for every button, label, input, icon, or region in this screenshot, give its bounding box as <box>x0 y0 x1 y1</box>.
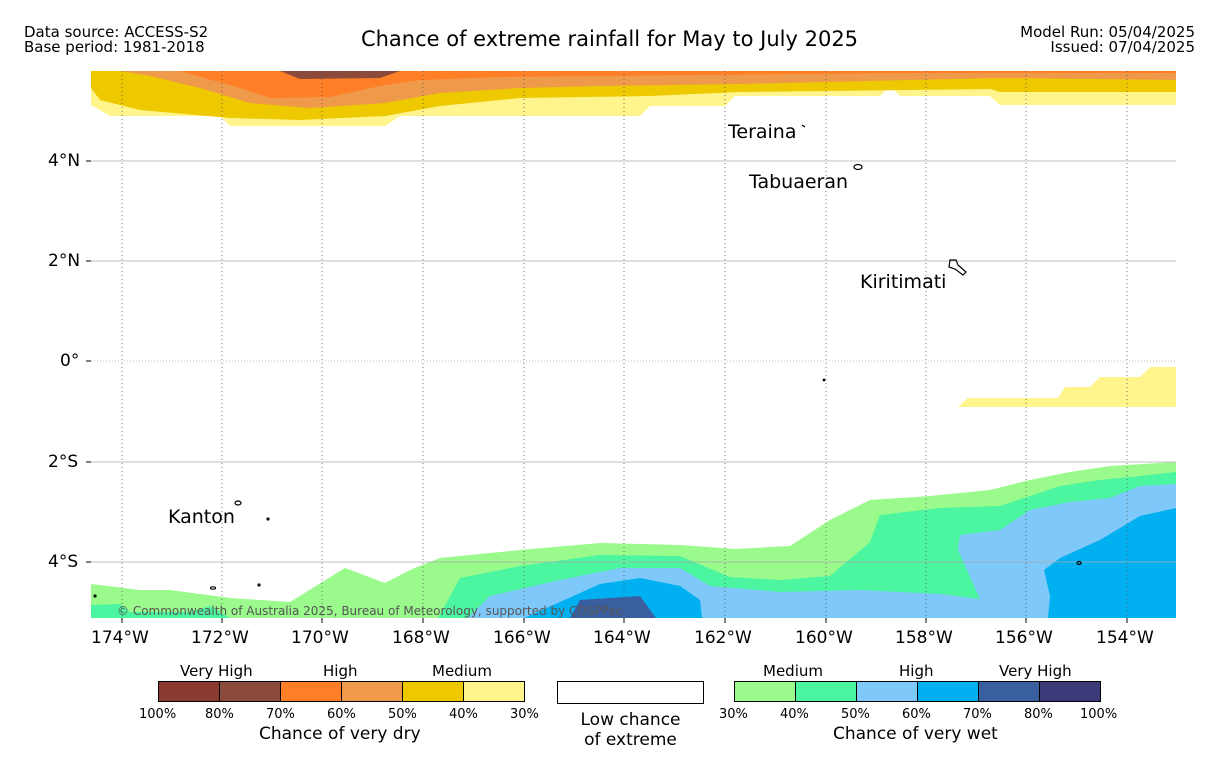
issued-text: Issued: 07/04/2025 <box>1050 38 1195 56</box>
islet-6 <box>1076 560 1082 566</box>
wet-pct-80: 80% <box>1024 707 1053 722</box>
lon-label-168w: 168°W <box>392 628 450 648</box>
lat-label-4n: 4°N <box>48 151 81 171</box>
wet-swatch-4 <box>917 681 979 702</box>
wet-heading-very-high: Very High <box>999 662 1072 680</box>
low-chance-swatch <box>557 681 704 704</box>
kiritimati-island <box>948 259 967 276</box>
dry-swatch-3 <box>280 681 342 702</box>
low-chance-line1: Low chance <box>580 710 681 730</box>
dry-swatch-2 <box>219 681 281 702</box>
wet-pct-40: 40% <box>780 707 809 722</box>
dry-60-region <box>180 71 1176 98</box>
wet-swatch-3 <box>856 681 918 702</box>
dry-pct-100: 100% <box>139 707 177 722</box>
dry-swatch-1 <box>158 681 220 702</box>
wet-heading-high: High <box>899 662 934 680</box>
dry-pct-60: 60% <box>327 707 356 722</box>
dry-heading-very-high: Very High <box>180 662 253 680</box>
data-source-info: Data source: ACCESS-S2 Base period: 1981… <box>24 25 208 55</box>
wet-40-region <box>91 472 1176 618</box>
lon-label-162w: 162°W <box>694 628 752 648</box>
wet-heading-medium: Medium <box>763 662 823 680</box>
teraina-island <box>801 124 806 128</box>
kanton-island <box>234 500 242 506</box>
islet-5 <box>822 378 826 382</box>
dry-pct-30: 30% <box>510 707 539 722</box>
data-source-text: Data source: ACCESS-S2 <box>24 23 209 41</box>
lat-label-2n: 2°N <box>48 251 81 271</box>
tabuaeran-island <box>853 163 863 171</box>
wet-70-region <box>570 596 656 618</box>
wet-swatch-6 <box>1039 681 1101 702</box>
dry-swatch-6 <box>463 681 525 702</box>
lon-label-174w: 174°W <box>91 628 149 648</box>
lat-label-4s: 4°S <box>48 552 79 572</box>
dry-70-region <box>280 71 400 79</box>
dry-heading-high: High <box>323 662 358 680</box>
island-outlines <box>93 124 1082 598</box>
place-kanton: Kanton <box>168 506 235 528</box>
dry-legend-title: Chance of very dry <box>259 724 421 744</box>
wet-pct-70: 70% <box>963 707 992 722</box>
wet-pct-50: 50% <box>841 707 870 722</box>
wet-swatch-1 <box>734 681 796 702</box>
wet-swatch-5 <box>978 681 1040 702</box>
lon-label-158w: 158°W <box>895 628 953 648</box>
dry-pct-50: 50% <box>388 707 417 722</box>
model-run-text: Model Run: 05/04/2025 <box>1020 23 1195 41</box>
lon-label-166w: 166°W <box>493 628 551 648</box>
wet-pct-100: 100% <box>1080 707 1118 722</box>
lat-label-2s: 2°S <box>48 452 79 472</box>
lon-label-160w: 160°W <box>795 628 853 648</box>
lon-label-170w: 170°W <box>291 628 349 648</box>
islet-3 <box>257 583 261 587</box>
wet-pct-60: 60% <box>902 707 931 722</box>
lon-label-154w: 154°W <box>1096 628 1154 648</box>
wet-pct-30: 30% <box>719 707 748 722</box>
place-kiritimati: Kiritimati <box>860 271 947 293</box>
map-title: Chance of extreme rainfall for May to Ju… <box>360 27 859 51</box>
islet-4 <box>93 594 97 598</box>
axis-ticks <box>86 160 1128 623</box>
lon-label-164w: 164°W <box>593 628 651 648</box>
dry-heading-medium: Medium <box>432 662 492 680</box>
islet-2 <box>209 586 217 590</box>
islet-1 <box>266 517 270 521</box>
dry-pct-70: 70% <box>266 707 295 722</box>
place-tabuaeran: Tabuaeran <box>749 171 849 193</box>
lat-label-0: 0° <box>60 351 80 371</box>
low-chance-line2: of extreme <box>584 730 677 750</box>
dry-pct-40: 40% <box>449 707 478 722</box>
base-period-text: Base period: 1981-2018 <box>24 38 205 56</box>
wet-legend-title: Chance of very wet <box>833 724 998 744</box>
place-teraina: Teraina <box>728 121 797 143</box>
latitude-gridlines <box>91 160 1176 563</box>
lon-label-156w: 156°W <box>995 628 1053 648</box>
dry-swatch-4 <box>341 681 403 702</box>
dry-pct-80: 80% <box>205 707 234 722</box>
dry-swatch-5 <box>402 681 464 702</box>
dry-30-patch-east <box>958 367 1176 407</box>
copyright-notice: © Commonwealth of Australia 2025, Bureau… <box>117 604 623 618</box>
model-run-info: Model Run: 05/04/2025 Issued: 07/04/2025 <box>1020 25 1195 55</box>
lon-label-172w: 172°W <box>191 628 249 648</box>
wet-swatch-2 <box>795 681 857 702</box>
wet-60-region-east <box>1044 508 1176 618</box>
